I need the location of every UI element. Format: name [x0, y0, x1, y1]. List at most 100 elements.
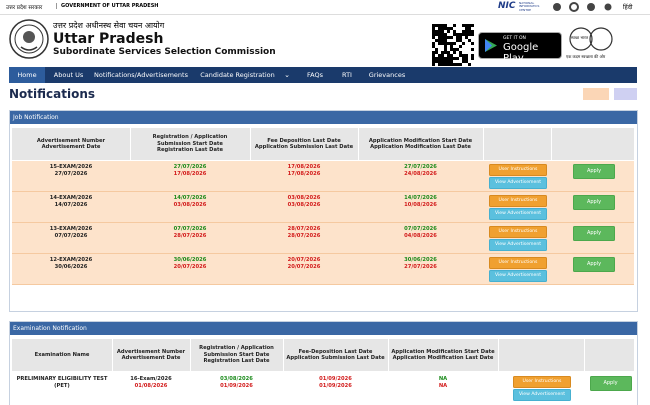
nav-item[interactable]: About Us [53, 71, 84, 79]
column-header: Examination Name [34, 351, 90, 358]
cell-text: 01/09/2026 [319, 383, 352, 389]
column-header: Registration / Application [152, 134, 228, 141]
column-header: Application Submission Last Date [286, 355, 385, 361]
qr-module [447, 27, 450, 30]
qr-module [435, 30, 438, 33]
column-header: Fee Deposition Last Date [267, 137, 341, 144]
nav-item[interactable]: FAQs [307, 71, 323, 79]
nav-dropdown[interactable]: ⌄ [284, 71, 290, 79]
qr-module [471, 54, 474, 57]
column-header: Advertisement Date [41, 144, 101, 150]
column-header: Application Modification Last Date [370, 144, 471, 150]
cell-text: 07/07/2026 [404, 226, 437, 232]
qr-module [441, 57, 444, 60]
cell-text: PRELIMINARY ELIGIBILITY TEST (PET) [16, 376, 108, 389]
qr-module [459, 33, 462, 36]
view-advertisement-button[interactable]: View Advertisement [513, 389, 571, 401]
qr-module [432, 30, 435, 33]
qr-module [432, 57, 435, 60]
cell-text: 30/06/2026 [173, 257, 207, 263]
apply-button[interactable]: Apply [589, 376, 632, 391]
cell-text: 03/08/2026 [173, 202, 207, 208]
qr-module [450, 42, 453, 45]
top-bar [0, 0, 650, 15]
google-play-badge[interactable]: GET IT ON Google Play [478, 32, 562, 64]
qr-module [456, 33, 459, 36]
qr-module [471, 57, 474, 60]
qr-module [456, 48, 459, 51]
qr-module [435, 48, 438, 51]
qr-module [432, 63, 435, 66]
qr-module [459, 39, 462, 42]
column-header: Application Submission Last Date [254, 144, 354, 150]
qr-module [453, 57, 456, 60]
qr-module [462, 57, 465, 60]
nav-item[interactable]: RTI [342, 71, 352, 79]
column-header: Application Modification Last Date [392, 355, 494, 361]
legend-lavender [614, 88, 637, 100]
apply-button[interactable]: Apply [573, 164, 615, 179]
user-instructions-button[interactable]: User Instructions [489, 195, 547, 207]
column-header: Application Modification Start Date [391, 348, 495, 355]
table-header [12, 128, 634, 160]
view-advertisement-button[interactable]: View Advertisement [489, 177, 547, 189]
apply-button[interactable]: Apply [573, 226, 615, 241]
qr-module [444, 48, 447, 51]
language[interactable]: हिंदी [623, 4, 633, 11]
qr-module [465, 57, 468, 60]
view-advertisement-button[interactable]: View Advertisement [489, 208, 547, 220]
qr-module [441, 60, 444, 63]
qr-module [447, 51, 450, 54]
cell-text: 16-Exam/2026 [130, 376, 172, 382]
view-advertisement-button[interactable]: View Advertisement [489, 239, 547, 251]
contrast-icon[interactable] [587, 3, 595, 11]
apply-button[interactable]: Apply [573, 257, 615, 272]
column-divider [283, 339, 284, 371]
qr-module [441, 24, 444, 27]
qr-module [444, 57, 447, 60]
cell-text: 20/07/2026 [287, 257, 321, 263]
qr-module [432, 33, 435, 36]
column-divider [483, 128, 484, 160]
qr-module [462, 54, 465, 57]
user-instructions-button[interactable]: User Instructions [489, 164, 547, 176]
qr-module [453, 42, 456, 45]
nav-item[interactable]: Candidate Registration [200, 71, 275, 79]
column-header: Fee-Deposition Last Date [298, 348, 373, 355]
nav-bar [9, 67, 637, 83]
nav-item[interactable]: Home [9, 67, 45, 83]
user-instructions-button[interactable]: User Instructions [489, 226, 547, 238]
user-instructions-button[interactable]: User Instructions [489, 257, 547, 269]
qr-module [453, 33, 456, 36]
qr-module [444, 39, 447, 42]
qr-module [471, 24, 474, 27]
qr-module [438, 39, 441, 42]
qr-module [456, 36, 459, 39]
cell-text: 17/08/2026 [173, 171, 207, 177]
sitemap-icon[interactable] [553, 3, 561, 11]
column-header: Registration Last Date [157, 147, 223, 154]
settings-icon[interactable] [569, 2, 579, 12]
column-divider [388, 339, 389, 371]
cell-text: 14-EXAM/2026 [49, 195, 93, 201]
view-advertisement-button[interactable]: View Advertisement [489, 270, 547, 282]
qr-module [471, 48, 474, 51]
column-divider [584, 339, 585, 371]
cell-text: 03/08/2026 [287, 202, 321, 208]
qr-module [450, 27, 453, 30]
cell-text: 30/06/2026 [404, 257, 437, 263]
font-size-icon[interactable] [604, 3, 612, 11]
qr-module [441, 27, 444, 30]
qr-module [468, 33, 471, 36]
nav-item[interactable]: Grievances [368, 71, 406, 79]
state-hindi: उत्तर प्रदेश सरकार [6, 5, 43, 11]
qr-module [444, 33, 447, 36]
apply-button[interactable]: Apply [573, 195, 615, 210]
cell-text: 27/07/2026 [404, 164, 437, 170]
qr-module [450, 54, 453, 57]
qr-module [444, 51, 447, 54]
qr-module [450, 36, 453, 39]
user-instructions-button[interactable]: User Instructions [513, 376, 571, 388]
nav-item[interactable]: Notifications/Advertisements [94, 71, 188, 79]
qr-module [432, 54, 435, 57]
